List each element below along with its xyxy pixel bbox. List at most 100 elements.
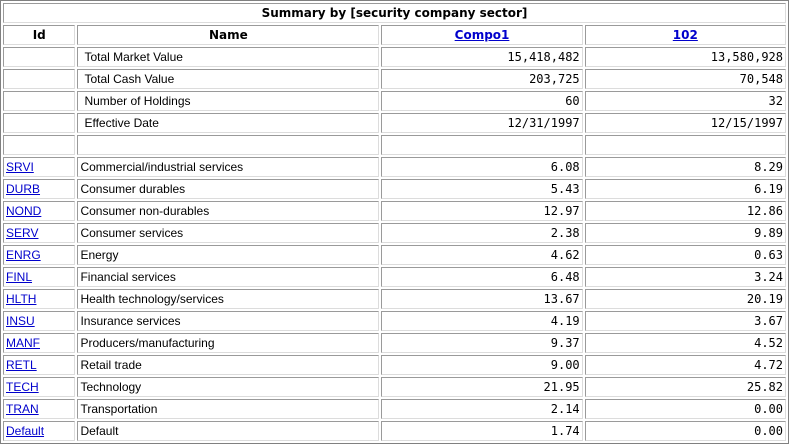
summary-label: Number of Holdings	[77, 91, 379, 111]
summary-row: Total Cash Value 203,725 70,548	[3, 69, 786, 89]
sector-name: Energy	[77, 245, 379, 265]
column-header-name: Name	[77, 25, 379, 45]
column-header-row: Id Name Compo1 102	[3, 25, 786, 45]
summary-row: Effective Date 12/31/1997 12/15/1997	[3, 113, 786, 133]
sector-id-cell: TECH	[3, 377, 75, 397]
sector-id-link[interactable]: RETL	[6, 358, 37, 372]
sector-id-link[interactable]: Default	[6, 424, 44, 438]
portfolio-102-value: 32	[585, 91, 786, 111]
compo1-weight: 2.38	[381, 223, 582, 243]
spacer-cell	[381, 135, 582, 155]
empty-id-cell	[3, 69, 75, 89]
column-header-id: Id	[3, 25, 75, 45]
sector-name: Commercial/industrial services	[77, 157, 379, 177]
compo1-weight: 9.00	[381, 355, 582, 375]
compo1-weight: 6.48	[381, 267, 582, 287]
compo1-weight: 13.67	[381, 289, 582, 309]
portfolio-102-link[interactable]: 102	[673, 28, 698, 42]
summary-label: Effective Date	[77, 113, 379, 133]
sector-name: Consumer services	[77, 223, 379, 243]
sector-row: SERV Consumer services 2.38 9.89	[3, 223, 786, 243]
portfolio-102-weight: 25.82	[585, 377, 786, 397]
column-header-102: 102	[585, 25, 786, 45]
summary-row: Total Market Value 15,418,482 13,580,928	[3, 47, 786, 67]
empty-id-cell	[3, 47, 75, 67]
portfolio-102-weight: 0.63	[585, 245, 786, 265]
summary-label: Total Cash Value	[77, 69, 379, 89]
portfolio-102-weight: 8.29	[585, 157, 786, 177]
compo1-weight: 4.62	[381, 245, 582, 265]
sector-id-cell: INSU	[3, 311, 75, 331]
sector-id-cell: TRAN	[3, 399, 75, 419]
spacer-cell	[585, 135, 786, 155]
sector-row: INSU Insurance services 4.19 3.67	[3, 311, 786, 331]
portfolio-102-weight: 12.86	[585, 201, 786, 221]
sector-row: TECH Technology 21.95 25.82	[3, 377, 786, 397]
empty-id-cell	[3, 91, 75, 111]
sector-id-link[interactable]: INSU	[6, 314, 35, 328]
sector-id-cell: DURB	[3, 179, 75, 199]
sector-id-cell: RETL	[3, 355, 75, 375]
compo1-weight: 4.19	[381, 311, 582, 331]
compo1-link[interactable]: Compo1	[455, 28, 510, 42]
sector-id-link[interactable]: SERV	[6, 226, 38, 240]
compo1-weight: 2.14	[381, 399, 582, 419]
compo1-weight: 21.95	[381, 377, 582, 397]
compo1-value: 60	[381, 91, 582, 111]
sector-row: FINL Financial services 6.48 3.24	[3, 267, 786, 287]
spacer-rows	[3, 135, 786, 155]
compo1-value: 12/31/1997	[381, 113, 582, 133]
sector-id-link[interactable]: TRAN	[6, 402, 39, 416]
summary-rows: Total Market Value 15,418,482 13,580,928 To…	[3, 47, 786, 133]
sector-row: DURB Consumer durables 5.43 6.19	[3, 179, 786, 199]
spacer-cell	[77, 135, 379, 155]
portfolio-102-value: 12/15/1997	[585, 113, 786, 133]
sector-id-cell: HLTH	[3, 289, 75, 309]
sector-row: NOND Consumer non-durables 12.97 12.86	[3, 201, 786, 221]
sector-row: RETL Retail trade 9.00 4.72	[3, 355, 786, 375]
compo1-weight: 12.97	[381, 201, 582, 221]
sector-id-cell: SRVI	[3, 157, 75, 177]
empty-id-cell	[3, 113, 75, 133]
portfolio-102-weight: 4.52	[585, 333, 786, 353]
spacer-cell	[3, 135, 75, 155]
title-row: Summary by [security company sector]	[3, 3, 786, 23]
compo1-weight: 1.74	[381, 421, 582, 441]
sector-name: Consumer durables	[77, 179, 379, 199]
sector-id-link[interactable]: TECH	[6, 380, 39, 394]
portfolio-102-weight: 0.00	[585, 421, 786, 441]
sector-name: Default	[77, 421, 379, 441]
sector-name: Technology	[77, 377, 379, 397]
sector-row: Default Default 1.74 0.00	[3, 421, 786, 441]
summary-row: Number of Holdings 60 32	[3, 91, 786, 111]
sector-id-cell: Default	[3, 421, 75, 441]
sector-name: Transportation	[77, 399, 379, 419]
sector-id-link[interactable]: HLTH	[6, 292, 36, 306]
sector-id-link[interactable]: SRVI	[6, 160, 34, 174]
portfolio-102-weight: 9.89	[585, 223, 786, 243]
portfolio-102-weight: 4.72	[585, 355, 786, 375]
sector-id-link[interactable]: NOND	[6, 204, 41, 218]
sector-row: MANF Producers/manufacturing 9.37 4.52	[3, 333, 786, 353]
sector-id-link[interactable]: FINL	[6, 270, 32, 284]
sector-name: Health technology/services	[77, 289, 379, 309]
portfolio-102-weight: 3.24	[585, 267, 786, 287]
sector-row: SRVI Commercial/industrial services 6.08 8.…	[3, 157, 786, 177]
sector-id-link[interactable]: MANF	[6, 336, 40, 350]
sector-id-link[interactable]: ENRG	[6, 248, 41, 262]
sector-id-cell: FINL	[3, 267, 75, 287]
sector-id-cell: ENRG	[3, 245, 75, 265]
sector-row: HLTH Health technology/services 13.67 20.19	[3, 289, 786, 309]
sector-row: ENRG Energy 4.62 0.63	[3, 245, 786, 265]
compo1-value: 15,418,482	[381, 47, 582, 67]
sector-id-link[interactable]: DURB	[6, 182, 40, 196]
column-header-compo1: Compo1	[381, 25, 582, 45]
portfolio-102-weight: 6.19	[585, 179, 786, 199]
portfolio-102-weight: 20.19	[585, 289, 786, 309]
portfolio-102-weight: 0.00	[585, 399, 786, 419]
compo1-weight: 9.37	[381, 333, 582, 353]
spacer-row	[3, 135, 786, 155]
sector-name: Retail trade	[77, 355, 379, 375]
table-title: Summary by [security company sector]	[3, 3, 786, 23]
